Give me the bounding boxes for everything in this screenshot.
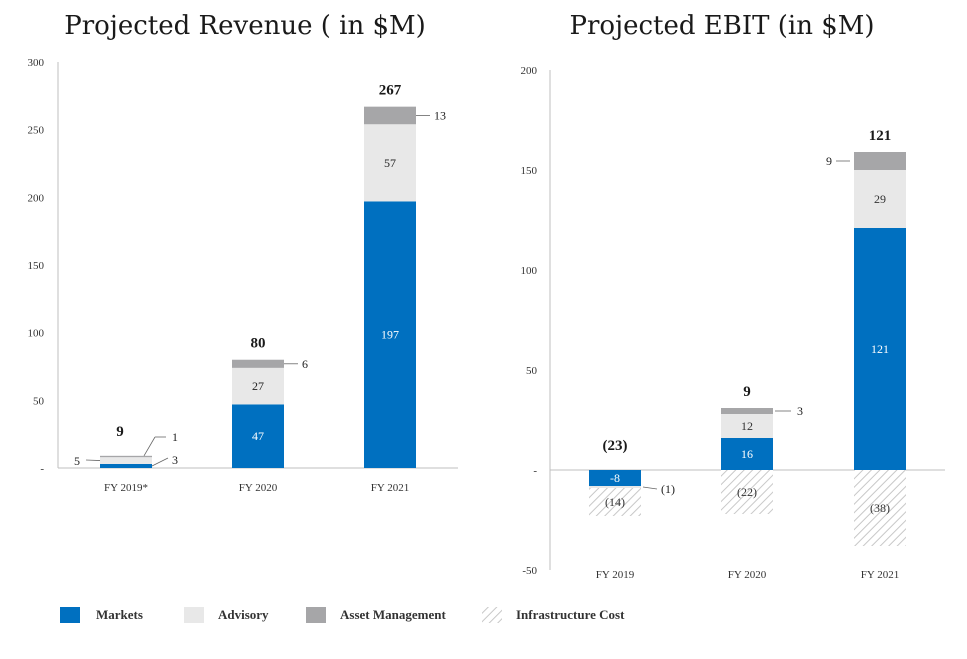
revenue-segment-label: 1	[172, 430, 178, 444]
revenue-y-tick: 300	[28, 57, 45, 69]
ebit-segment-label: (14)	[605, 495, 625, 509]
revenue-y-tick: 50	[33, 395, 45, 407]
ebit-chart: Projected EBIT (in $M) -50-50100150200FY…	[521, 11, 945, 581]
ebit-bar-asset-management	[854, 152, 906, 170]
ebit-bar-infrastructure-cost	[589, 488, 641, 516]
revenue-segment-label: 197	[381, 328, 399, 342]
legend-label-asset-management: Asset Management	[340, 607, 446, 622]
ebit-bar-infrastructure-cost	[721, 470, 773, 514]
ebit-segment-label: (38)	[870, 501, 890, 515]
revenue-bar-markets	[232, 404, 284, 468]
revenue-total-label: 267	[379, 83, 402, 99]
revenue-segment-label: 13	[434, 108, 446, 122]
ebit-y-tick: -	[533, 465, 537, 477]
ebit-bar-infrastructure-cost	[854, 470, 906, 546]
ebit-bar-markets	[854, 228, 906, 470]
ebit-total-label: 9	[743, 384, 751, 400]
ebit-bar-advisory	[721, 414, 773, 438]
ebit-segment-label: 29	[874, 192, 886, 206]
ebit-segment-label: 16	[741, 447, 753, 461]
revenue-y-tick: 100	[28, 328, 45, 340]
revenue-bar-advisory	[232, 367, 284, 405]
leader-line	[85, 459, 101, 461]
legend-label-advisory: Advisory	[218, 607, 269, 622]
revenue-bar-advisory	[100, 457, 152, 464]
legend-swatch-infrastructure-cost	[482, 607, 502, 623]
ebit-segment-label: (1)	[661, 482, 675, 496]
ebit-segment-label: 3	[797, 404, 803, 418]
ebit-y-tick: 200	[521, 65, 538, 77]
legend-swatch-asset-management	[306, 607, 326, 623]
revenue-bar-asset-management	[232, 359, 284, 368]
ebit-bar-asset-management	[721, 408, 773, 414]
ebit-total-label: 121	[869, 128, 892, 144]
revenue-chart: Projected Revenue ( in $M) - 50 100 150 200 2…	[28, 11, 458, 494]
legend-swatch-markets	[60, 607, 80, 623]
revenue-category-label: FY 2021	[371, 482, 409, 494]
ebit-y-tick: 150	[521, 165, 538, 177]
revenue-chart-title: Projected Revenue ( in $M)	[64, 11, 426, 41]
legend-swatch-advisory	[184, 607, 204, 623]
ebit-segment-label: -8	[610, 471, 620, 485]
revenue-segment-label: 27	[252, 379, 264, 393]
ebit-category-label: FY 2020	[728, 569, 767, 581]
ebit-y-tick: 100	[521, 265, 538, 277]
revenue-total-label: 80	[251, 336, 266, 352]
revenue-y-tick: 150	[28, 260, 45, 272]
ebit-segment-label: (22)	[737, 485, 757, 499]
revenue-bar-asset-management	[364, 106, 416, 125]
revenue-segment-label: 3	[172, 453, 178, 467]
revenue-y-tick: -	[40, 463, 44, 475]
ebit-segment-label: 12	[741, 419, 753, 433]
ebit-category-label: FY 2019	[596, 569, 635, 581]
ebit-bar-markets	[589, 470, 641, 486]
ebit-y-tick: 50	[526, 365, 538, 377]
ebit-segment-label: 9	[826, 154, 832, 168]
ebit-category-label: FY 2021	[861, 569, 899, 581]
revenue-total-label: 9	[116, 424, 124, 440]
revenue-segment-label: 6	[302, 357, 308, 371]
ebit-total-label: (23)	[603, 438, 628, 454]
revenue-segment-label: 57	[384, 156, 396, 170]
revenue-bar-markets	[364, 201, 416, 469]
leader-line	[143, 436, 156, 457]
legend-label-infrastructure-cost: Infrastructure Cost	[516, 607, 625, 622]
revenue-bar-asset-management	[100, 455, 152, 458]
ebit-bar-markets	[721, 438, 773, 470]
ebit-bar-advisory	[854, 170, 906, 228]
revenue-y-tick: 200	[28, 192, 45, 204]
revenue-y-tick: 250	[28, 125, 45, 137]
revenue-segment-label: 47	[252, 429, 264, 443]
revenue-bar-markets	[100, 463, 152, 468]
revenue-category-label: FY 2020	[239, 482, 278, 494]
revenue-bar-advisory	[364, 124, 416, 202]
revenue-category-label: FY 2019*	[104, 482, 148, 494]
ebit-y-tick: -50	[522, 565, 537, 577]
ebit-segment-label: 121	[871, 342, 889, 356]
legend-label-markets: Markets	[96, 607, 143, 622]
leader-line	[151, 457, 169, 467]
legend: Markets Advisory Asset Management Infrastru…	[60, 607, 625, 623]
ebit-chart-title: Projected EBIT (in $M)	[569, 11, 874, 41]
leader-line	[642, 486, 658, 490]
revenue-segment-label: 5	[74, 454, 80, 468]
ebit-bar-advisory	[589, 486, 641, 488]
